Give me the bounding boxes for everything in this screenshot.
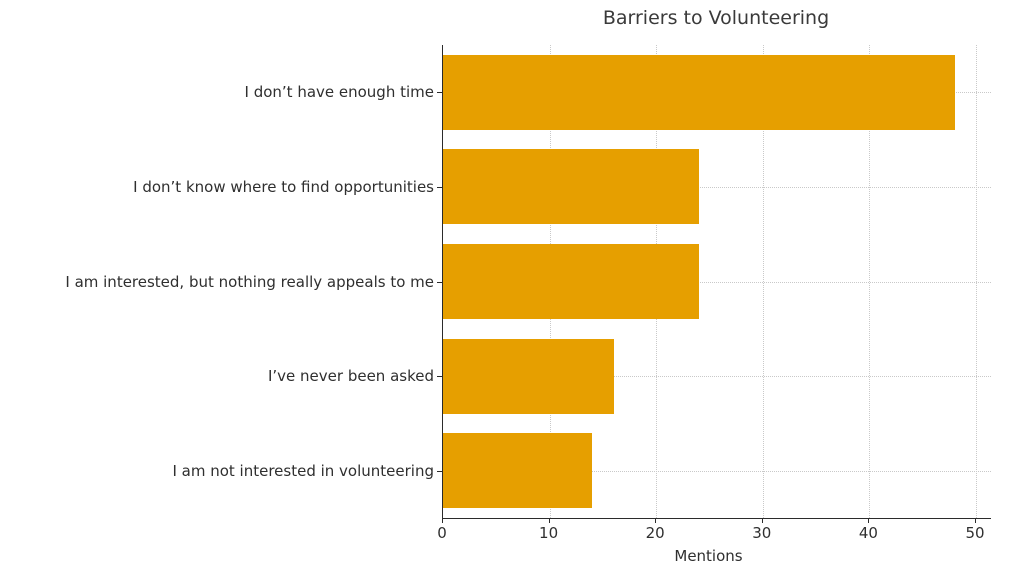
x-tick-label: 40 [858, 524, 878, 542]
category-label: I am interested, but nothing really appe… [65, 272, 434, 291]
bar [443, 149, 699, 225]
y-tick-mark [437, 281, 442, 283]
y-tick-mark [437, 186, 442, 188]
chart-title: Barriers to Volunteering [602, 7, 830, 29]
y-gridline [443, 470, 991, 472]
x-tick-mark [761, 518, 763, 523]
y-gridline [443, 186, 991, 188]
x-tick-label: 50 [965, 524, 985, 542]
bar [443, 244, 699, 319]
x-tick-label: 0 [437, 524, 447, 542]
y-gridline [443, 281, 991, 283]
x-tick-label: 30 [752, 524, 772, 542]
category-label: I’ve never been asked [267, 367, 434, 386]
x-tick-mark [442, 518, 443, 523]
category-label: I don’t have enough time [244, 83, 435, 102]
y-tick-mark [437, 470, 442, 472]
y-gridline [443, 376, 991, 378]
category-label: I am not interested in volunteering [172, 461, 434, 480]
plot-area [442, 45, 991, 519]
x-tick-label: 10 [539, 524, 559, 542]
x-tick-mark [975, 518, 976, 523]
bar [443, 433, 593, 509]
bar [443, 338, 614, 414]
y-tick-mark [437, 92, 442, 94]
x-tick-mark [548, 518, 550, 523]
x-tick-mark [655, 518, 657, 523]
x-tick-mark [868, 518, 870, 523]
x-axis-label: Mentions [674, 547, 743, 565]
bar [443, 54, 955, 130]
y-tick-mark [437, 376, 442, 378]
category-label: I don’t know where to find opportunities [133, 177, 434, 196]
x-tick-label: 20 [645, 524, 665, 542]
